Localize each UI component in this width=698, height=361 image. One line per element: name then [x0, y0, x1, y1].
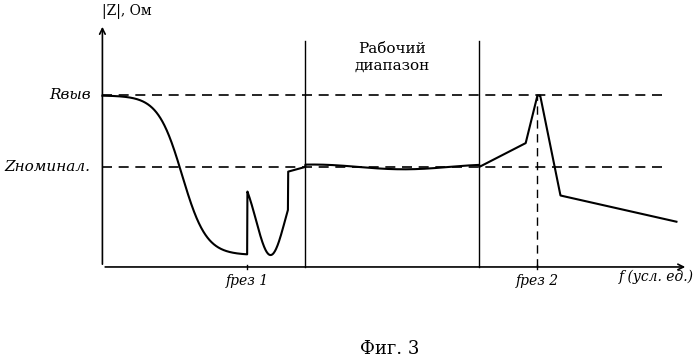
- Text: fрез 2: fрез 2: [516, 274, 559, 288]
- Text: Zноминал.: Zноминал.: [5, 160, 91, 174]
- Text: f (усл. ед.): f (усл. ед.): [619, 269, 694, 284]
- Text: Rвыв: Rвыв: [49, 88, 91, 103]
- Text: fрез 1: fрез 1: [226, 274, 269, 288]
- Text: |Z|, Ом: |Z|, Ом: [103, 4, 152, 19]
- Text: Рабочий
диапазон: Рабочий диапазон: [355, 42, 430, 73]
- Text: Фиг. 3: Фиг. 3: [359, 340, 419, 358]
